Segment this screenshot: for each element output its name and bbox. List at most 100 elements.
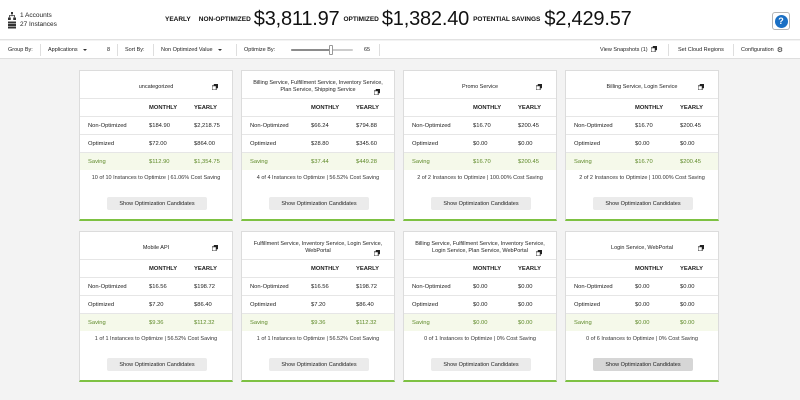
- yearly-cell: $1,354.75: [194, 159, 220, 165]
- optimization-summary: 2 of 2 Instances to Optimize | 100.00% C…: [417, 175, 543, 181]
- optimize-value: 65: [364, 47, 371, 53]
- yearly-cell: $198.72: [356, 284, 377, 290]
- row-label: Optimized: [574, 141, 601, 147]
- copy-icon[interactable]: [697, 245, 704, 252]
- instances-count: 27 Instances: [20, 21, 57, 28]
- row-label: Non-Optimized: [574, 123, 613, 129]
- show-optimization-candidates-button[interactable]: Show Optimization Candidates: [107, 358, 207, 371]
- group-by-value: Applications: [48, 47, 78, 53]
- yearly-cell: $200.45: [518, 159, 539, 165]
- view-snapshots-button[interactable]: View Snapshots (1): [600, 41, 657, 59]
- yearly-cell: $864.00: [194, 141, 215, 147]
- card-title-text: Fulfillment Service, Inventory Service, …: [253, 241, 383, 254]
- monthly-cell: $0.00: [473, 141, 488, 147]
- saving-row: Saving $37.44 $449.28: [242, 152, 394, 170]
- help-button[interactable]: ?: [772, 12, 790, 30]
- yearly-cell: $0.00: [518, 141, 533, 147]
- show-optimization-candidates-button[interactable]: Show Optimization Candidates: [431, 197, 531, 210]
- chevron-down-icon: [217, 49, 222, 51]
- non-optimized-total: $3,811.97: [253, 8, 340, 30]
- card-title-text: Billing Service, Login Service: [606, 83, 678, 90]
- show-optimization-candidates-button[interactable]: Show Optimization Candidates: [269, 358, 369, 371]
- row-label: Saving: [88, 159, 106, 165]
- header-row: MONTHLY YEARLY: [242, 98, 394, 116]
- yearly-cell: $112.32: [356, 320, 377, 326]
- row-label: Optimized: [574, 302, 601, 308]
- monthly-cell: $16.70: [635, 159, 653, 165]
- header-row: MONTHLY YEARLY: [80, 98, 232, 116]
- view-snapshots-label: View Snapshots (1): [600, 47, 648, 53]
- app-card: Fulfillment Service, Inventory Service, …: [241, 231, 395, 382]
- non-optimized-label: NON-OPTIMIZED: [198, 16, 251, 23]
- show-optimization-candidates-button[interactable]: Show Optimization Candidates: [107, 197, 207, 210]
- group-by-label: Group By:: [8, 47, 33, 53]
- configuration-button[interactable]: Configuration ⚙: [741, 41, 783, 59]
- copy-icon[interactable]: [697, 84, 704, 91]
- monthly-cell: $0.00: [635, 141, 650, 147]
- copy-icon[interactable]: [373, 250, 380, 257]
- monthly-cell: $37.44: [311, 159, 329, 165]
- card-title-text: uncategorized: [138, 83, 174, 90]
- optimization-summary: 0 of 1 Instances to Optimize | 0% Cost S…: [424, 336, 536, 342]
- card-title: Billing Service, Fulfillment Service, In…: [252, 76, 384, 98]
- row-label: Optimized: [412, 141, 439, 147]
- copy-icon[interactable]: [535, 84, 542, 91]
- savings-label: POTENTIAL SAVINGS: [473, 16, 541, 23]
- monthly-cell: $72.00: [149, 141, 167, 147]
- toolbar-divider: [733, 44, 734, 56]
- app-card: uncategorized MONTHLY YEARLY Non-Optimized $…: [79, 70, 233, 221]
- cost-table: MONTHLY YEARLY Non-Optimized $66.24 $794.88 O…: [242, 98, 394, 170]
- show-optimization-candidates-button[interactable]: Show Optimization Candidates: [431, 358, 531, 371]
- non-optimized-row: Non-Optimized $184.90 $2,218.75: [80, 116, 232, 134]
- optimized-row: Optimized $28.80 $345.60: [242, 134, 394, 152]
- non-optimized-row: Non-Optimized $0.00 $0.00: [404, 277, 556, 295]
- monthly-cell: $0.00: [473, 284, 488, 290]
- group-count: 8: [107, 47, 111, 53]
- card-title-text: Billing Service, Fulfillment Service, In…: [253, 80, 383, 93]
- row-label: Non-Optimized: [250, 123, 289, 129]
- row-label: Non-Optimized: [412, 284, 451, 290]
- sort-by-select[interactable]: Non Optimized Value: [161, 41, 222, 59]
- cost-totals: YEARLY NON-OPTIMIZED $3,811.97 OPTIMIZED…: [165, 8, 632, 31]
- yearly-cell: $86.40: [356, 302, 374, 308]
- yearly-cell: YEARLY: [518, 105, 541, 111]
- optimization-summary: 10 of 10 Instances to Optimize | 61.06% …: [91, 175, 221, 181]
- row-label: Saving: [88, 320, 106, 326]
- monthly-cell: MONTHLY: [473, 105, 502, 111]
- copy-icon[interactable]: [211, 84, 218, 91]
- show-optimization-candidates-button[interactable]: Show Optimization Candidates: [269, 197, 369, 210]
- monthly-cell: $9.36: [149, 320, 164, 326]
- optimization-summary: 2 of 2 Instances to Optimize | 100.00% C…: [579, 175, 705, 181]
- row-label: Saving: [250, 159, 268, 165]
- cost-table: MONTHLY YEARLY Non-Optimized $0.00 $0.00 Opti…: [404, 259, 556, 331]
- optimize-slider[interactable]: [291, 45, 353, 55]
- yearly-cell: $0.00: [680, 141, 695, 147]
- monthly-cell: $16.70: [473, 123, 491, 129]
- copy-icon[interactable]: [535, 250, 542, 257]
- slider-handle[interactable]: [329, 45, 334, 55]
- yearly-cell: YEARLY: [194, 105, 217, 111]
- monthly-cell: MONTHLY: [635, 266, 664, 272]
- configuration-label: Configuration: [741, 47, 774, 53]
- app-card: Mobile API MONTHLY YEARLY Non-Optimized $16.…: [79, 231, 233, 382]
- saving-row: Saving $16.70 $200.45: [404, 152, 556, 170]
- card-title: Login Service, WebPortal: [576, 237, 708, 259]
- show-optimization-candidates-button[interactable]: Show Optimization Candidates: [593, 197, 693, 210]
- set-cloud-regions-button[interactable]: Set Cloud Regions: [678, 47, 724, 53]
- group-by-select[interactable]: Applications: [48, 41, 87, 59]
- row-label: Saving: [412, 320, 430, 326]
- card-title: Promo Service: [414, 76, 546, 98]
- yearly-cell: $2,218.75: [194, 123, 220, 129]
- saving-row: Saving $9.36 $112.32: [80, 313, 232, 331]
- row-label: Saving: [250, 320, 268, 326]
- toolbar-divider: [668, 44, 669, 56]
- copy-icon[interactable]: [373, 89, 380, 96]
- card-title: Mobile API: [90, 237, 222, 259]
- monthly-cell: $0.00: [635, 320, 650, 326]
- monthly-cell: $16.70: [473, 159, 491, 165]
- monthly-cell: $7.20: [149, 302, 164, 308]
- show-optimization-candidates-button[interactable]: Show Optimization Candidates: [593, 358, 693, 371]
- copy-icon[interactable]: [211, 245, 218, 252]
- sort-by-label: Sort By:: [125, 47, 145, 53]
- card-title: Fulfillment Service, Inventory Service, …: [252, 237, 384, 259]
